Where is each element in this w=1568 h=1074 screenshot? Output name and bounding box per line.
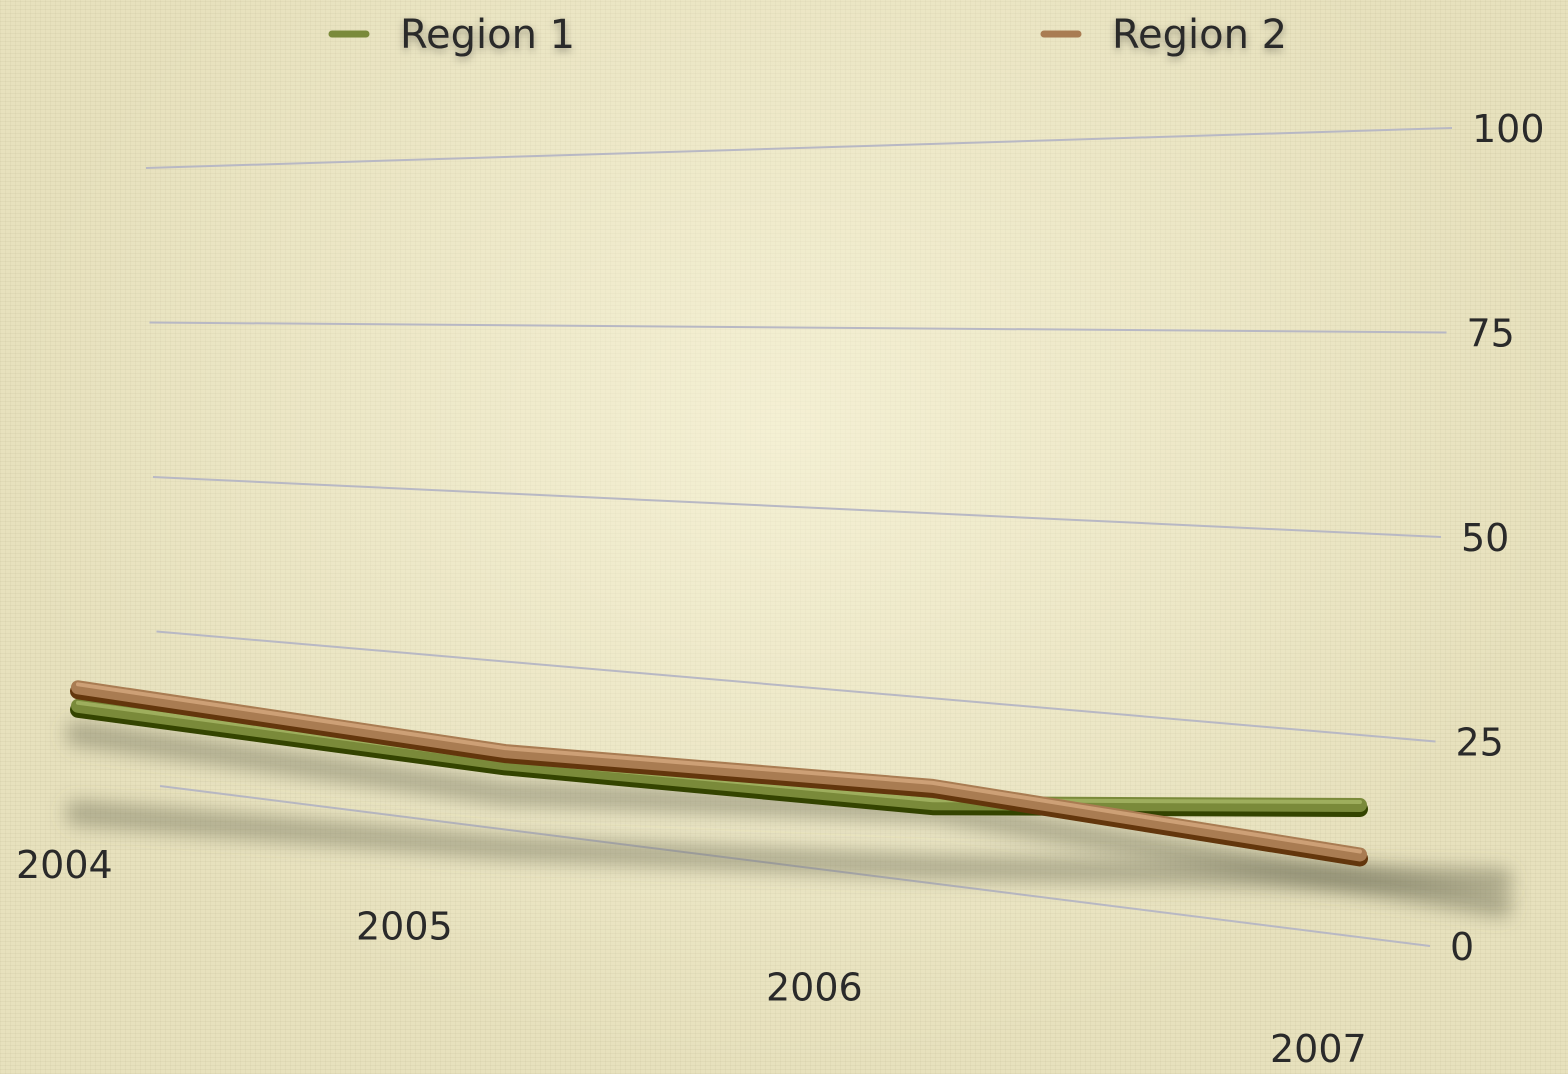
gridline-75 <box>149 321 1447 334</box>
series-lines <box>70 680 1368 867</box>
y-tick-label-25: 25 <box>1456 721 1504 765</box>
legend-item-region-2: Region 2 <box>1040 12 1287 58</box>
series-region-2 <box>70 680 1368 867</box>
y-tick-label-50: 50 <box>1461 516 1509 560</box>
shadow-region-2 <box>65 800 1513 894</box>
legend-item-region-1: Region 1 <box>328 12 575 58</box>
x-tick-label-2007: 2007 <box>1270 1027 1367 1071</box>
x-axis-ticks: 2004 2005 2006 2007 <box>16 843 1367 1071</box>
legend-label-region-1: Region 1 <box>400 12 575 58</box>
data-point-region-1-2006 <box>932 802 934 804</box>
data-point-region-1-2004 <box>77 705 79 707</box>
series-line-highlight-region-2 <box>76 682 1362 854</box>
x-tick-label-2004: 2004 <box>16 843 113 887</box>
data-point-region-2-2005 <box>504 750 506 752</box>
shadow-region-1 <box>65 720 1513 918</box>
series-line-region-2 <box>71 680 1367 862</box>
data-point-region-2-2004 <box>77 686 79 688</box>
series-line-region-1 <box>71 698 1367 812</box>
y-tick-label-100: 100 <box>1472 107 1545 151</box>
data-point-region-1-2007 <box>1359 804 1361 806</box>
gridline-25 <box>156 630 1436 743</box>
y-axis-ticks: 0 25 50 75 100 <box>1450 107 1545 969</box>
x-tick-label-2006: 2006 <box>766 966 863 1010</box>
series-shadows <box>65 720 1513 918</box>
y-tick-label-75: 75 <box>1467 312 1515 356</box>
legend: Region 1 Region 2 <box>328 12 1287 58</box>
gridline-50 <box>152 476 1442 538</box>
data-point-region-2-2007 <box>1359 853 1361 855</box>
gridline-100 <box>145 127 1453 169</box>
legend-label-region-2: Region 2 <box>1112 12 1287 58</box>
data-point-region-2-2006 <box>932 785 934 787</box>
x-tick-label-2005: 2005 <box>356 904 453 948</box>
y-tick-label-0: 0 <box>1450 925 1474 969</box>
